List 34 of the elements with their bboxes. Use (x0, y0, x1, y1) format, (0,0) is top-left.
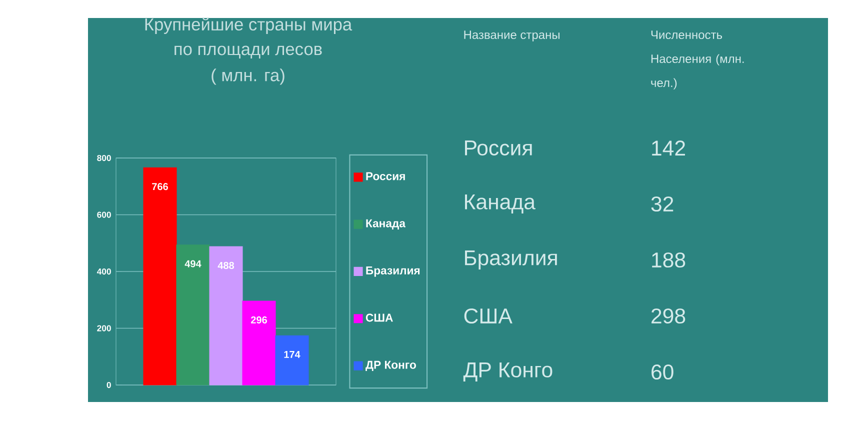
category-label: США (464, 308, 512, 324)
data-label: 60 (652, 364, 674, 380)
bar (209, 246, 243, 386)
legend-label: ДР Конго (366, 360, 416, 371)
legend-label: Россия (366, 172, 405, 180)
legend-label: Бразилия (366, 266, 420, 277)
text: Название страны (464, 30, 560, 42)
data-label: 32 (651, 196, 674, 212)
data-label: 494 (184, 260, 202, 268)
data-label: 174 (284, 351, 300, 358)
chart-subtitle: ( млн. га) (212, 68, 284, 85)
y-tick-label: 400 (96, 268, 111, 275)
y-tick-label: 800 (97, 154, 111, 162)
bar (143, 167, 177, 386)
data-label: 298 (652, 308, 686, 324)
y-tick-label: 600 (97, 212, 111, 218)
data-label: 188 (652, 252, 686, 268)
bar (275, 335, 309, 386)
bar (176, 244, 210, 386)
category-label: Канада (465, 194, 536, 214)
data-label: 142 (652, 140, 685, 156)
text: Численность Населения (млн. чел.) (651, 30, 744, 90)
data-label: 296 (251, 316, 267, 324)
data-label: 766 (152, 183, 168, 190)
category-label: ДР Конго (463, 362, 552, 382)
bar (242, 300, 276, 386)
legend-label: США (366, 314, 393, 322)
y-tick-label: 200 (97, 325, 111, 332)
chart-title: Крупнейшие страны мира по площади лесов (145, 18, 352, 58)
y-tick-label: 0 (106, 382, 111, 388)
legend-label: Канада (366, 219, 406, 230)
data-label: 488 (218, 262, 234, 269)
category-label: Россия (465, 140, 532, 156)
category-label: Бразилия (465, 250, 557, 270)
